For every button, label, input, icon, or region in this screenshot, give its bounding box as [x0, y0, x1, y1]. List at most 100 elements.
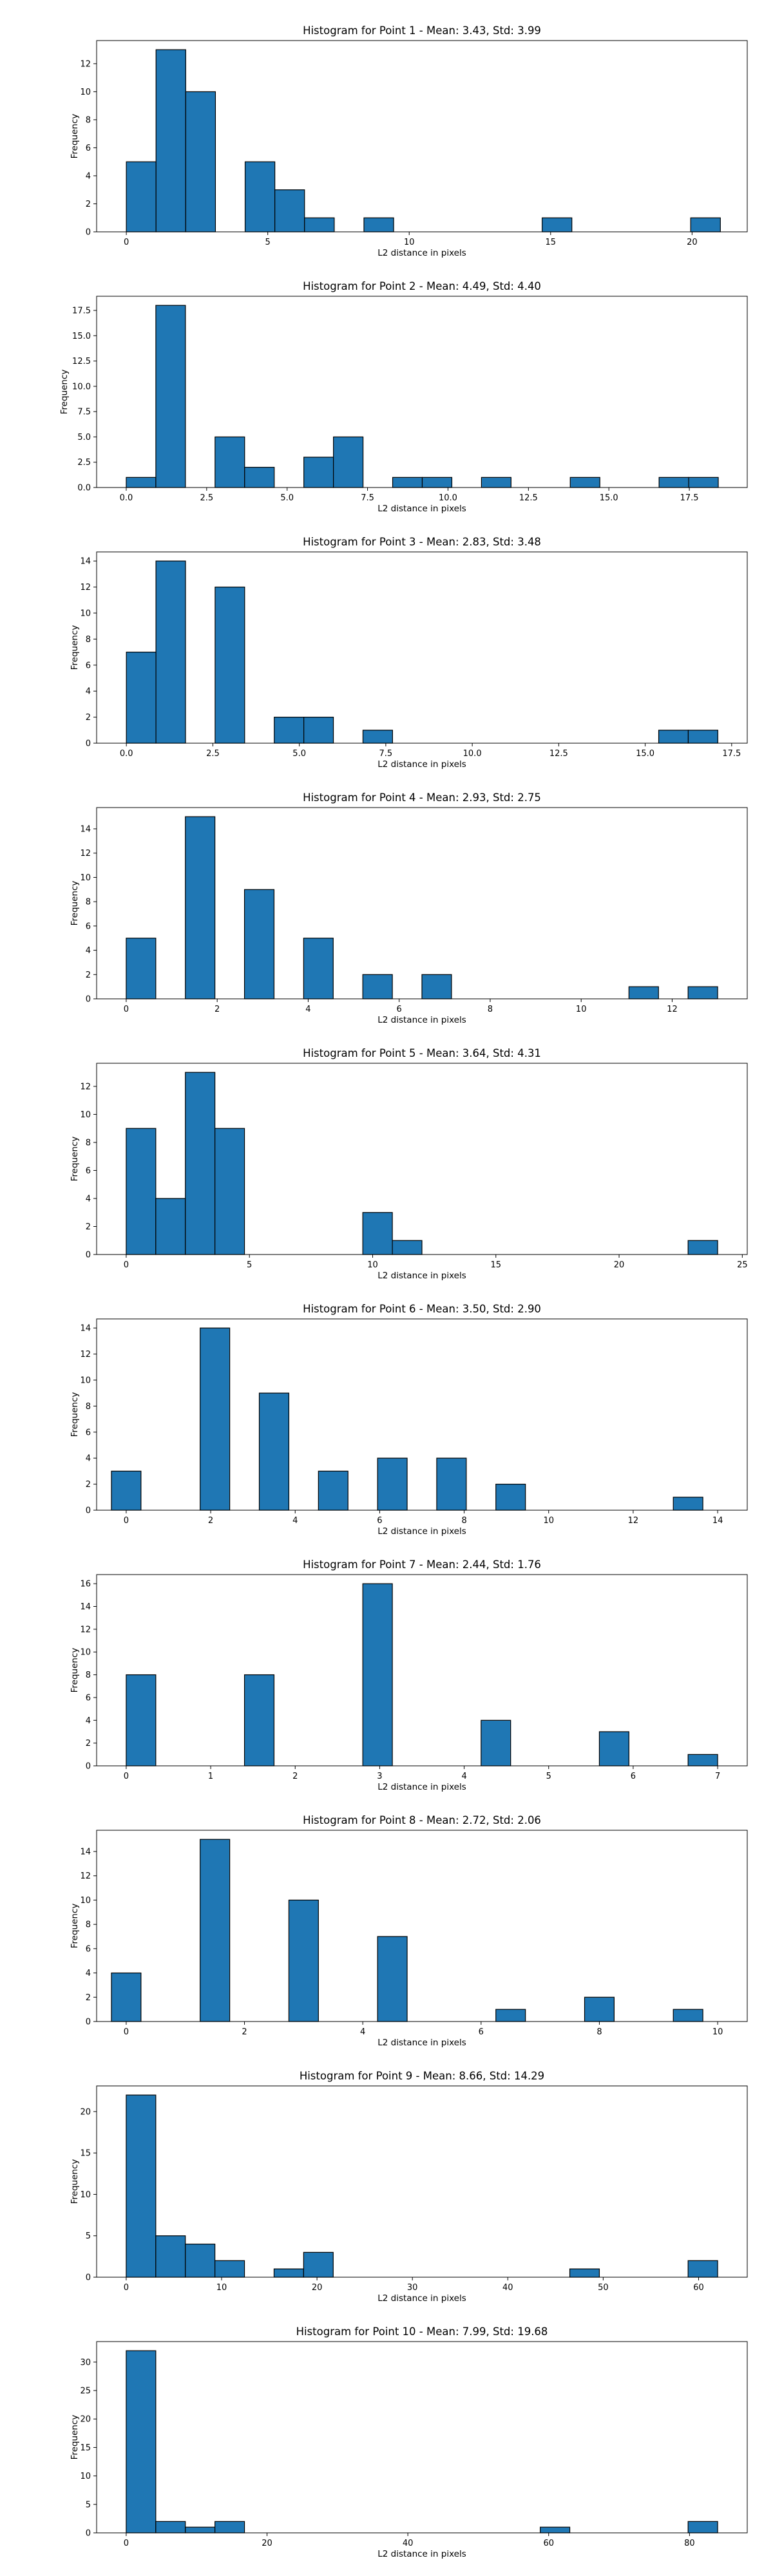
- y-tick-label: 0: [86, 739, 91, 749]
- histogram-bar: [155, 1198, 186, 1255]
- histogram-bar: [185, 816, 216, 999]
- y-tick-label: 10: [80, 1648, 91, 1658]
- axes-frame: [96, 807, 748, 999]
- y-axis-label: Frequency: [70, 1904, 80, 1949]
- histogram-bar: [155, 305, 186, 488]
- x-axis-label: L2 distance in pixels: [377, 1015, 466, 1025]
- y-tick-label: 10.0: [72, 382, 91, 392]
- histogram-bar: [303, 457, 334, 488]
- x-axis-label: L2 distance in pixels: [377, 1782, 466, 1792]
- y-tick-label: 8: [86, 1138, 91, 1148]
- y-tick-label: 12.5: [72, 357, 91, 366]
- x-tick-label: 20: [262, 2539, 272, 2548]
- histogram-panel-3: 0.0 2.5 5.0 7.5 10.0 12.5 15.0 17.5 0 2 4 6 8 10 12 14 H…: [70, 536, 748, 770]
- y-tick-label: 6: [86, 1693, 91, 1703]
- x-tick-label: 15.0: [600, 493, 618, 503]
- x-tick-label: 12.5: [549, 749, 568, 759]
- y-tick-label: 0: [86, 2529, 91, 2539]
- y-tick-label: 6: [86, 1944, 91, 1954]
- x-tick-label: 4: [461, 1772, 466, 1781]
- histogram-bar: [288, 1899, 319, 2022]
- y-tick-label: 0.0: [77, 484, 91, 493]
- chart-title: Histogram for Point 5 - Mean: 3.64, Std:…: [303, 1047, 541, 1059]
- histogram-bar: [377, 1936, 408, 2022]
- y-tick-label: 14: [80, 1602, 91, 1612]
- y-axis-label: Frequency: [70, 625, 80, 670]
- histogram-bar: [111, 1972, 142, 2022]
- histogram-bar: [303, 716, 334, 744]
- x-tick-label: 2: [208, 1516, 213, 1526]
- axes-frame: [96, 551, 748, 744]
- histogram-bar: [258, 1392, 290, 1511]
- y-tick-label: 5: [86, 2500, 91, 2510]
- histogram-bar: [126, 1128, 157, 1255]
- y-axis-label: Frequency: [70, 1392, 80, 1437]
- histogram-bar: [481, 477, 511, 488]
- y-tick-label: 4: [86, 687, 91, 697]
- y-axis-label: Frequency: [70, 2159, 80, 2204]
- y-tick-label: 0: [86, 2018, 91, 2027]
- x-tick-label: 10: [216, 2283, 227, 2293]
- histogram-bar: [318, 1470, 348, 1511]
- y-tick-label: 20: [80, 2415, 91, 2425]
- y-tick-label: 10: [80, 1896, 91, 1906]
- x-tick-label: 6: [397, 1005, 402, 1014]
- axes-frame: [96, 40, 748, 232]
- histogram-bar: [673, 2009, 703, 2022]
- y-tick-label: 6: [86, 144, 91, 153]
- histogram-bar: [273, 2268, 304, 2278]
- x-tick-label: 2.5: [206, 749, 220, 759]
- x-tick-label: 8: [461, 1516, 466, 1526]
- histogram-bar: [111, 1470, 142, 1511]
- y-tick-label: 25: [80, 2387, 91, 2396]
- y-tick-label: 8: [86, 635, 91, 645]
- x-tick-label: 80: [684, 2539, 695, 2548]
- x-tick-label: 7.5: [379, 749, 393, 759]
- x-tick-label: 0.0: [120, 749, 133, 759]
- histogram-bar: [377, 1457, 408, 1511]
- y-tick-label: 17.5: [72, 307, 91, 316]
- y-tick-label: 12: [80, 849, 91, 858]
- histogram-bar: [243, 1674, 275, 1766]
- x-tick-label: 5.0: [292, 749, 306, 759]
- x-tick-label: 5: [546, 1772, 551, 1781]
- histogram-bar: [392, 477, 423, 488]
- y-tick-label: 2: [86, 200, 91, 209]
- x-tick-label: 4: [360, 2027, 365, 2037]
- x-tick-label: 0: [124, 2027, 129, 2037]
- x-tick-label: 15.0: [636, 749, 654, 759]
- histogram-bar: [658, 730, 689, 744]
- chart-title: Histogram for Point 9 - Mean: 8.66, Std:…: [300, 2070, 544, 2082]
- chart-title: Histogram for Point 7 - Mean: 2.44, Std:…: [303, 1558, 541, 1571]
- histogram-bar: [155, 2521, 186, 2533]
- x-tick-label: 12: [667, 1005, 678, 1014]
- y-tick-label: 15: [80, 2149, 91, 2159]
- y-tick-label: 10: [80, 2472, 91, 2481]
- y-tick-label: 4: [86, 1454, 91, 1464]
- histogram-panel-9: 0 10 20 30 40 50 60 0 5 10 15 20 Histogram for Point…: [70, 2070, 748, 2304]
- y-tick-label: 14: [80, 557, 91, 567]
- histogram-bar: [362, 1212, 393, 1255]
- histogram-bar: [421, 477, 453, 488]
- x-axis-label: L2 distance in pixels: [377, 504, 466, 514]
- y-tick-label: 10: [80, 873, 91, 883]
- histogram-bar: [215, 436, 245, 488]
- histogram-bar: [495, 2009, 526, 2022]
- histogram-panel-10: 0 20 40 60 80 0 5 10 15 20 25 30 Histogram for Point…: [70, 2325, 748, 2559]
- x-tick-label: 6: [479, 2027, 484, 2037]
- axes-frame: [96, 2341, 748, 2533]
- x-tick-label: 6: [377, 1516, 382, 1526]
- y-tick-label: 8: [86, 1671, 91, 1680]
- x-tick-label: 10: [543, 1516, 554, 1526]
- y-tick-label: 2: [86, 1739, 91, 1748]
- y-tick-label: 12: [80, 1082, 91, 1092]
- x-tick-label: 0: [124, 1260, 129, 1270]
- y-tick-label: 2: [86, 713, 91, 723]
- x-axis-label: L2 distance in pixels: [377, 2038, 466, 2048]
- axes-frame: [96, 2085, 748, 2278]
- histogram-bar: [690, 217, 721, 232]
- histogram-bar: [362, 1583, 393, 1766]
- y-tick-label: 10: [80, 88, 91, 97]
- x-axis-label: L2 distance in pixels: [377, 1271, 466, 1281]
